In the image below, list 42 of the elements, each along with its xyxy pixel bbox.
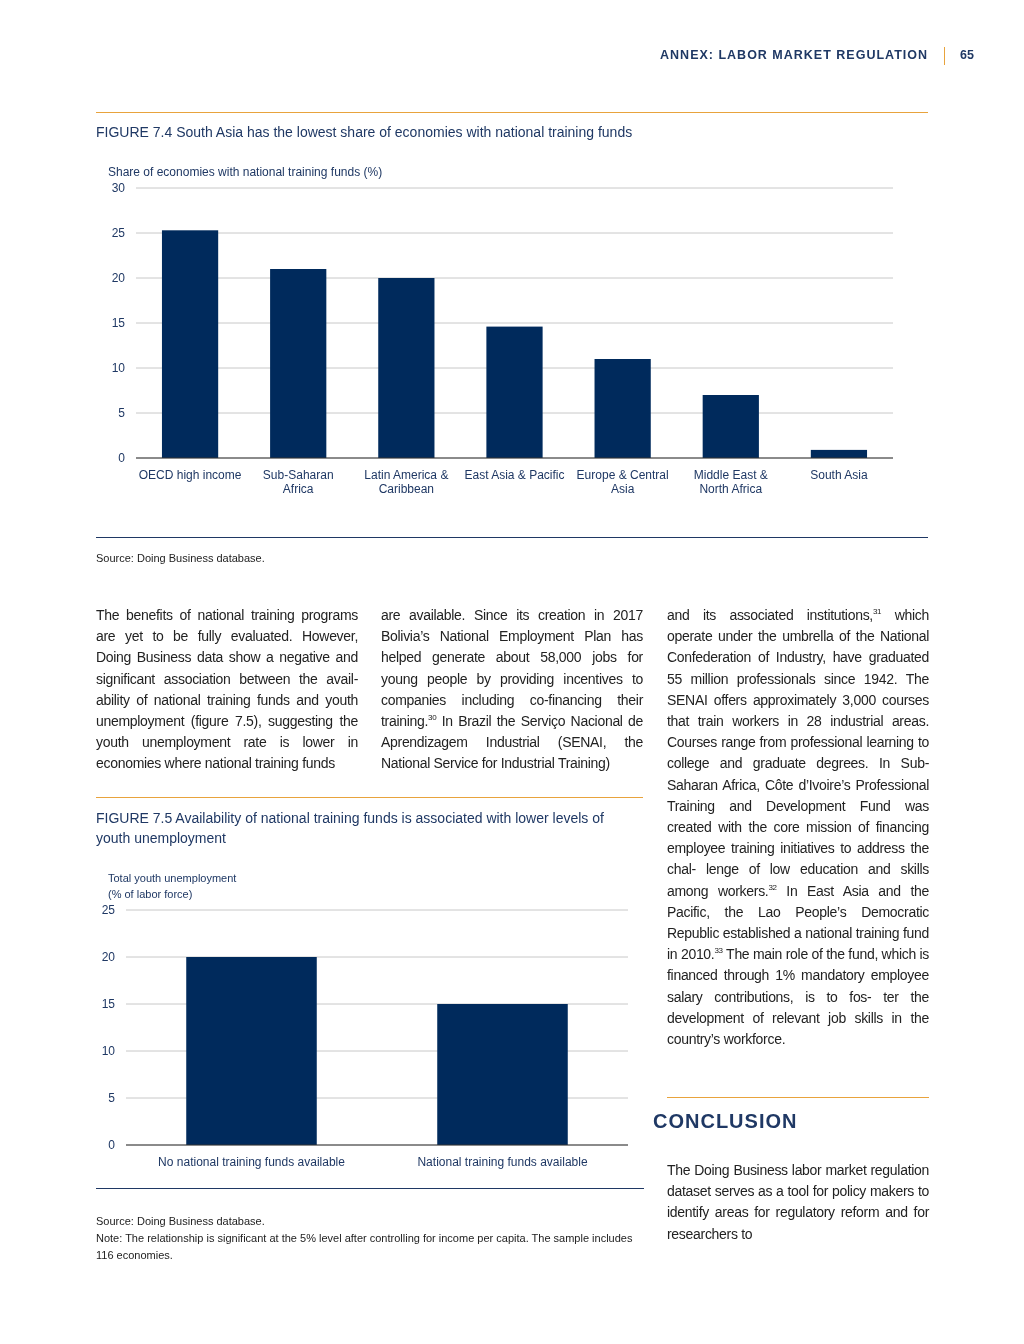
x-tick-label: South Asia: [810, 467, 868, 482]
y-axis-title: Total youth unemployment (% of labor force): [108, 871, 238, 902]
x-tick-label: No national training funds available: [158, 1154, 346, 1169]
text: are available. Since its creation in 2017 Bolivia’s National Employment Plan has helped generate about 58,000 jobs for young people by providing incentives to companies including co-financing their training.$^{30}$ In Brazil the Serviço Nacional de Aprendizagem Industrial (SENAI, the National Service for Industrial Training): [381, 607, 643, 772]
bar: [486, 326, 543, 458]
chart-title: FIGURE 7.4 South Asia has the lowest share of economies with national training funds: [96, 123, 634, 142]
text: The Doing Business labor market regulation dataset serves as a tool for policy makers to identify areas for regulatory reform and for researchers to: [667, 1161, 929, 1244]
text: The benefits of national training programs are yet to be fully evaluated. However, Doing Business data show a negative and significant association between the avail- ability of national training funds and youth unemployment (figure 7.5), suggesting the youth unemployment rate is lower in economies where national training funds: [96, 606, 358, 774]
text: and its associated institutions,$^{31}$ which operate under the umbrella of the National Confederation of Industry, have graduated 55 million professionals since 1942. The SENAI offers approximately 3,000 courses that train workers in 28 industrial areas. Courses range from professional learning to college and graduate degrees. In Sub-Saharan Africa, Côte d’Ivoire’s Professional Training and Development Fund was created with the core mission of financing employee training initiatives to address the chal- lenge of low education and skills among workers.$^{32}$ In East Asia and the Pacific, the Lao People’s Democratic Republic established a national training fund in 2010.$^{33}$ The main role of the fund, which is financed through 1% mandatory employee salary contributions, is to fos- ter the development of relevant job skills in the country’s workforce.: [667, 607, 930, 1048]
y-tick-label: 10: [101, 1044, 116, 1059]
y-tick-label: 5: [108, 1091, 116, 1106]
bar: [270, 269, 327, 458]
y-tick-label: 20: [101, 950, 116, 965]
chart-title: FIGURE 7.5 Availability of national training funds is associated with lower levels of youth unemployment: [96, 809, 605, 848]
text: Note: The relationship is significant at the 5% level after controlling for income per capita. The sample includes 116 economies.: [96, 1231, 634, 1263]
bar: [594, 359, 651, 458]
y-tick-label: 20: [111, 271, 126, 286]
text: ANNEX: LABOR MARKET REGULATION: [660, 48, 928, 62]
bar: [702, 395, 759, 458]
text: CONCLUSION: [653, 1110, 799, 1133]
y-tick-label: 0: [118, 451, 126, 466]
x-tick-label: Middle East & North Africa: [693, 467, 768, 496]
y-tick-label: 10: [111, 361, 126, 376]
x-tick-label: Europe & Central Asia: [576, 467, 669, 496]
y-tick-label: 0: [108, 1138, 116, 1153]
y-tick-label: 30: [111, 181, 126, 196]
y-tick-label: 15: [111, 316, 126, 331]
bar: [378, 278, 435, 458]
x-tick-label: OECD high income: [138, 467, 242, 482]
x-tick-label: East Asia & Pacific: [464, 467, 565, 482]
source-note: Source: Doing Business database.: [96, 1214, 266, 1229]
x-tick-label: Sub-Saharan Africa: [262, 467, 334, 496]
source-note: Source: Doing Business database.: [96, 551, 266, 566]
y-axis-title: Share of economies with national training funds (%): [108, 164, 384, 180]
y-tick-label: 15: [101, 997, 116, 1012]
y-tick-label: 25: [111, 226, 126, 241]
text: 65: [960, 48, 975, 62]
x-tick-label: National training funds available: [417, 1154, 588, 1169]
bar: [161, 230, 219, 458]
x-tick-label: Latin America & Caribbean: [364, 467, 449, 496]
y-tick-label: 5: [118, 406, 126, 421]
y-tick-label: 25: [101, 903, 116, 918]
